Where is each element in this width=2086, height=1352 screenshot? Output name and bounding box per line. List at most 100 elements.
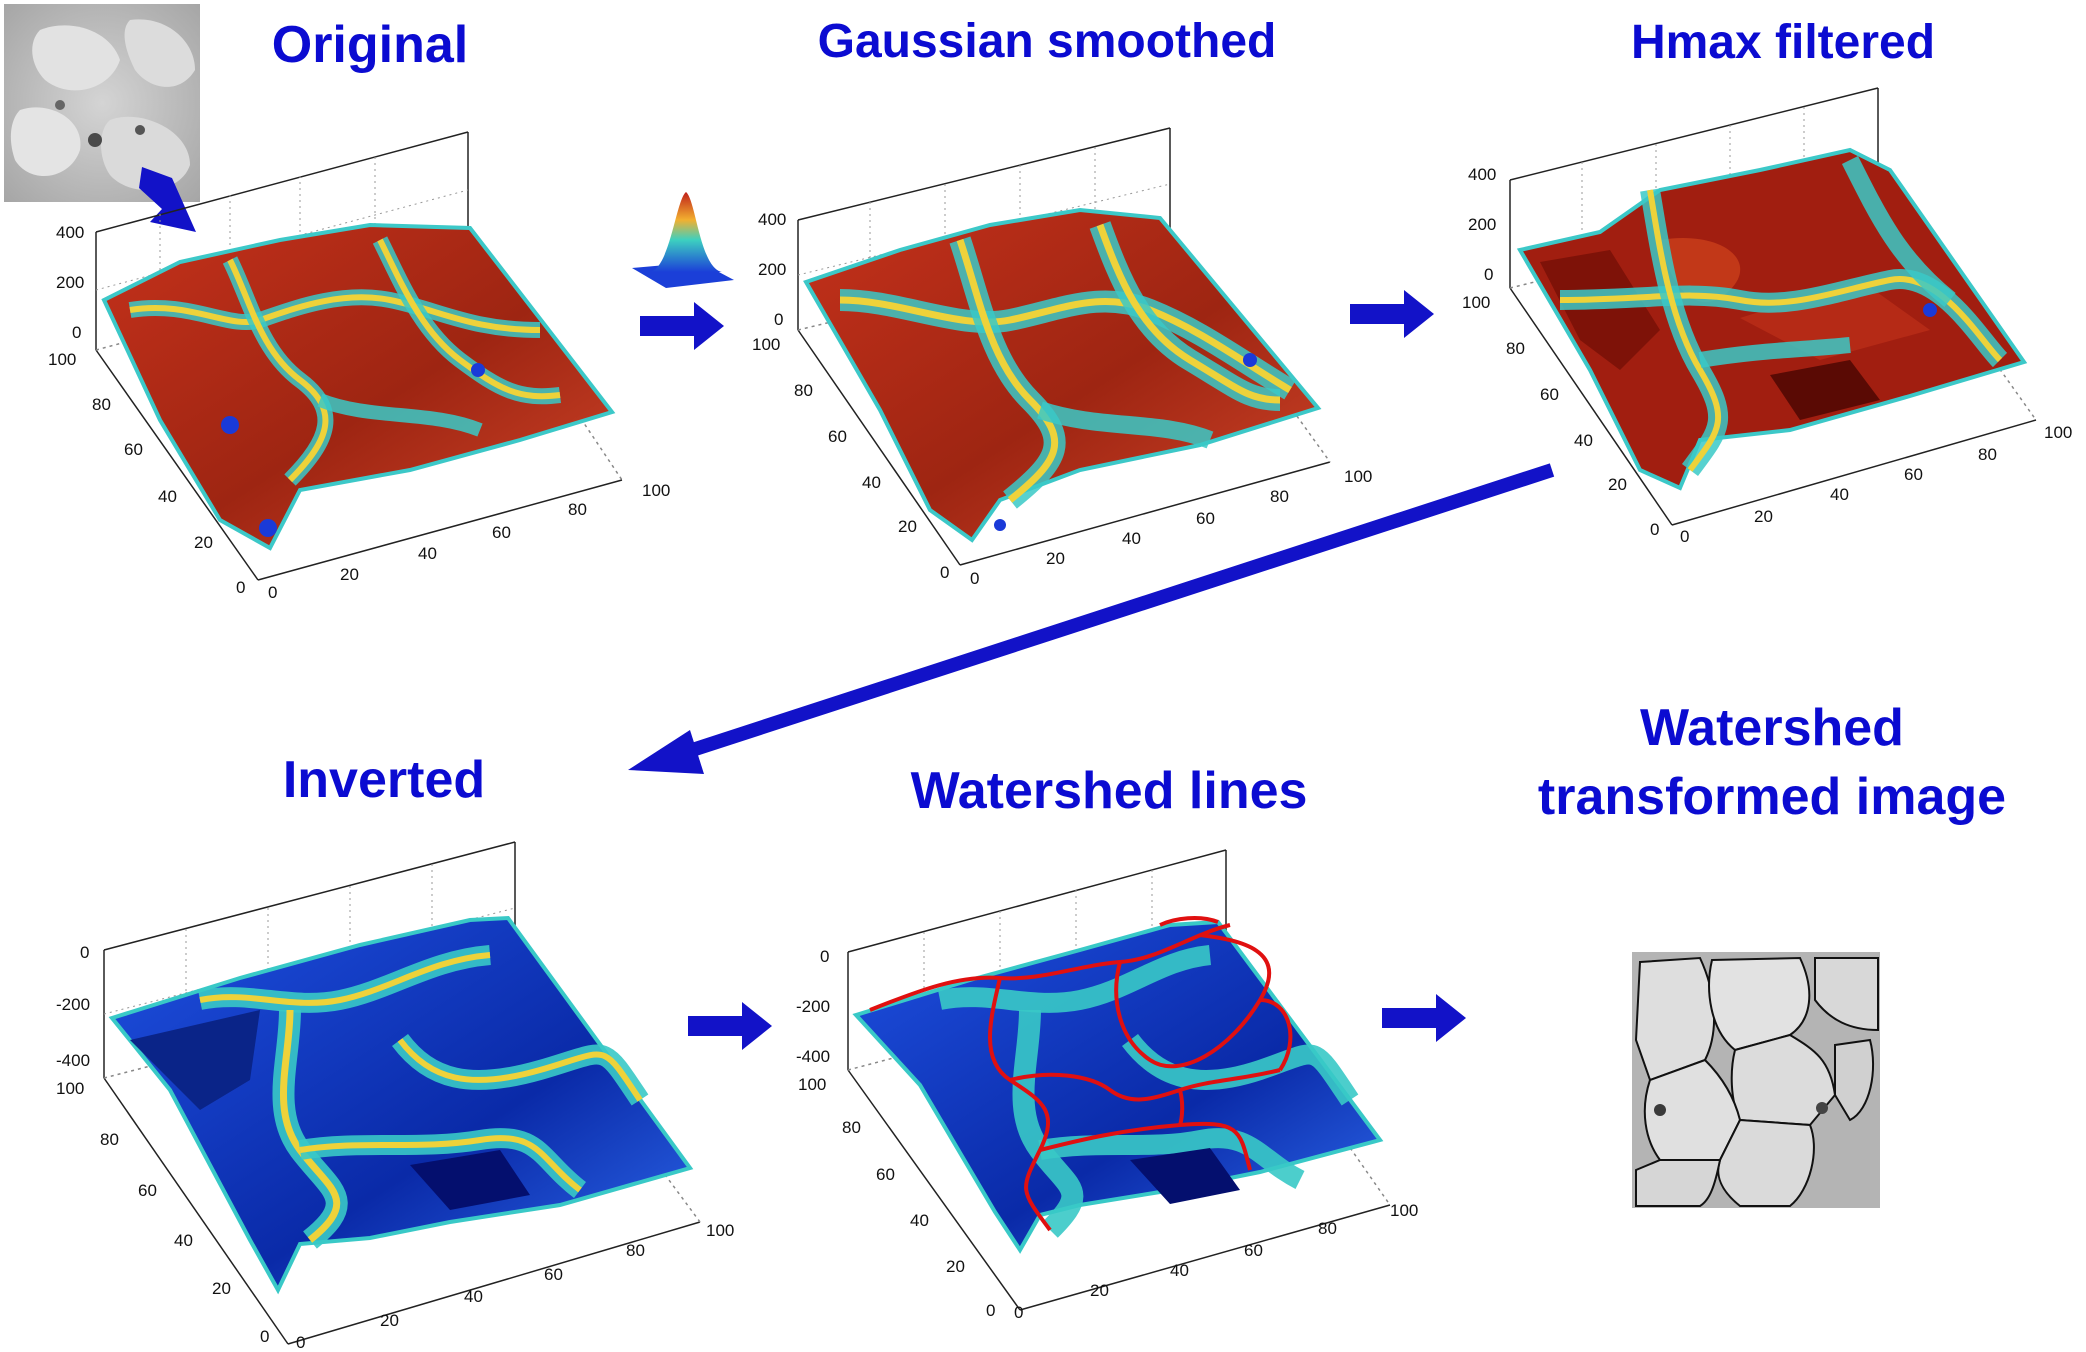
- tick-inverted-z-400: -400: [56, 1051, 90, 1070]
- original-thumbnail: [4, 4, 200, 202]
- title-watershed-lines: Watershed lines: [911, 762, 1308, 820]
- tick-original-x-100: 100: [642, 481, 670, 500]
- tick-original-x-40: 40: [418, 544, 437, 563]
- tick-inverted-y-20: 20: [212, 1279, 231, 1298]
- surface-original: [101, 222, 616, 551]
- tick-watershed-y-80: 80: [842, 1118, 861, 1137]
- tick-gaussian-x-60: 60: [1196, 509, 1215, 528]
- tick-gaussian-x-0: 0: [970, 569, 979, 588]
- title-inverted: Inverted: [283, 751, 485, 809]
- tick-watershed-z-0: 0: [820, 947, 829, 966]
- tick-inverted-x-100: 100: [706, 1221, 734, 1240]
- tick-watershed-x-20: 20: [1090, 1281, 1109, 1300]
- plot-inverted: 0 -200 -400 100 80 60 40 20 0 0 20 40 60…: [56, 841, 734, 1352]
- tick-inverted-y-80: 80: [100, 1130, 119, 1149]
- plot-watershed-lines: 0 -200 -400 100 80 60 40 20 0 0 20 40 60…: [796, 849, 1418, 1322]
- tick-inverted-z-0: 0: [80, 943, 89, 962]
- arrow-watershed-lines-to-result: [1382, 994, 1466, 1042]
- surface-hmax-plateaus: [1540, 155, 2008, 477]
- arrow-hmax-to-inverted: [628, 463, 1555, 774]
- tick-hmax-y-80: 80: [1506, 339, 1525, 358]
- tick-hmax-x-100: 100: [2044, 423, 2072, 442]
- tick-hmax-z-0: 0: [1484, 265, 1493, 284]
- tick-watershed-x-40: 40: [1170, 1261, 1189, 1280]
- title-gaussian-smoothed: Gaussian smoothed: [818, 15, 1277, 68]
- tick-original-y-20: 20: [194, 533, 213, 552]
- surface-gaussian-valleys: [839, 221, 1296, 531]
- tick-original-y-100: 100: [48, 350, 76, 369]
- tick-inverted-y-60: 60: [138, 1181, 157, 1200]
- tick-gaussian-x-40: 40: [1122, 529, 1141, 548]
- tick-hmax-z-200: 200: [1468, 215, 1496, 234]
- tick-original-x-0: 0: [268, 583, 277, 602]
- plot-hmax: 400 200 0 100 80 60 40 20 0 0 20 40 60 8…: [1462, 87, 2072, 546]
- tick-gaussian-x-80: 80: [1270, 487, 1289, 506]
- plot-gaussian: 400 200 0 100 80 60 40 20 0 0 20 40 60 8…: [752, 127, 1372, 588]
- surface-original-ridges: [128, 236, 561, 537]
- tick-inverted-y-100: 100: [56, 1079, 84, 1098]
- tick-original-y-80: 80: [92, 395, 111, 414]
- tick-inverted-x-80: 80: [626, 1241, 645, 1260]
- tick-hmax-z-400: 400: [1468, 165, 1496, 184]
- tick-original-x-60: 60: [492, 523, 511, 542]
- tick-gaussian-y-0: 0: [940, 563, 949, 582]
- tick-original-z-200: 200: [56, 273, 84, 292]
- watershed-red-lines: [869, 916, 1293, 1232]
- tick-original-x-80: 80: [568, 500, 587, 519]
- tick-original-y-40: 40: [158, 487, 177, 506]
- arrow-thumbnail-to-original: [139, 167, 196, 232]
- tick-watershed-y-100: 100: [798, 1075, 826, 1094]
- tick-hmax-x-60: 60: [1904, 465, 1923, 484]
- tick-watershed-x-100: 100: [1390, 1201, 1418, 1220]
- surface-inverted-ridges: [130, 945, 649, 1249]
- tick-watershed-x-60: 60: [1244, 1241, 1263, 1260]
- tick-watershed-y-40: 40: [910, 1211, 929, 1230]
- tick-watershed-y-20: 20: [946, 1257, 965, 1276]
- tick-hmax-y-60: 60: [1540, 385, 1559, 404]
- tick-original-y-0: 0: [236, 578, 245, 597]
- tick-hmax-y-0: 0: [1650, 520, 1659, 539]
- tick-original-x-20: 20: [340, 565, 359, 584]
- tick-hmax-x-0: 0: [1680, 527, 1689, 546]
- tick-hmax-x-20: 20: [1754, 507, 1773, 526]
- tick-inverted-z-200: -200: [56, 995, 90, 1014]
- result-thumbnail: [1632, 952, 1880, 1208]
- tick-gaussian-y-100: 100: [752, 335, 780, 354]
- tick-watershed-z-200: -200: [796, 997, 830, 1016]
- tick-hmax-x-40: 40: [1830, 485, 1849, 504]
- tick-inverted-x-0: 0: [296, 1333, 305, 1352]
- tick-watershed-z-400: -400: [796, 1047, 830, 1066]
- tick-watershed-x-80: 80: [1318, 1219, 1337, 1238]
- tick-original-y-60: 60: [124, 440, 143, 459]
- tick-gaussian-y-20: 20: [898, 517, 917, 536]
- tick-hmax-y-40: 40: [1574, 431, 1593, 450]
- tick-gaussian-y-60: 60: [828, 427, 847, 446]
- tick-watershed-y-0: 0: [986, 1301, 995, 1320]
- tick-inverted-x-60: 60: [544, 1265, 563, 1284]
- tick-inverted-x-20: 20: [380, 1311, 399, 1330]
- tick-watershed-x-0: 0: [1014, 1303, 1023, 1322]
- tick-gaussian-x-100: 100: [1344, 467, 1372, 486]
- arrow-gaussian-to-hmax: [1350, 290, 1434, 338]
- tick-original-z-0: 0: [72, 323, 81, 342]
- arrow-inverted-to-watershed-lines: [688, 1002, 772, 1050]
- surface-gaussian: [803, 207, 1322, 543]
- tick-hmax-y-100: 100: [1462, 293, 1490, 312]
- tick-gaussian-y-80: 80: [794, 381, 813, 400]
- tick-inverted-y-40: 40: [174, 1231, 193, 1250]
- tick-hmax-x-80: 80: [1978, 445, 1997, 464]
- tick-gaussian-z-400: 400: [758, 210, 786, 229]
- tick-gaussian-z-0: 0: [774, 310, 783, 329]
- tick-hmax-y-20: 20: [1608, 475, 1627, 494]
- gaussian-kernel-icon: [632, 192, 734, 288]
- tick-watershed-y-60: 60: [876, 1165, 895, 1184]
- title-original: Original: [272, 16, 468, 74]
- tick-original-z-400: 400: [56, 223, 84, 242]
- plot-original: 400 200 0 100 80 60 40 20 0 0 20 40 60 8…: [48, 131, 670, 602]
- title-watershed-transformed-line2: transformed image: [1538, 768, 2006, 826]
- title-hmax-filtered: Hmax filtered: [1631, 16, 1935, 69]
- tick-gaussian-x-20: 20: [1046, 549, 1065, 568]
- title-watershed-transformed-line1: Watershed: [1640, 699, 1904, 757]
- tick-gaussian-z-200: 200: [758, 260, 786, 279]
